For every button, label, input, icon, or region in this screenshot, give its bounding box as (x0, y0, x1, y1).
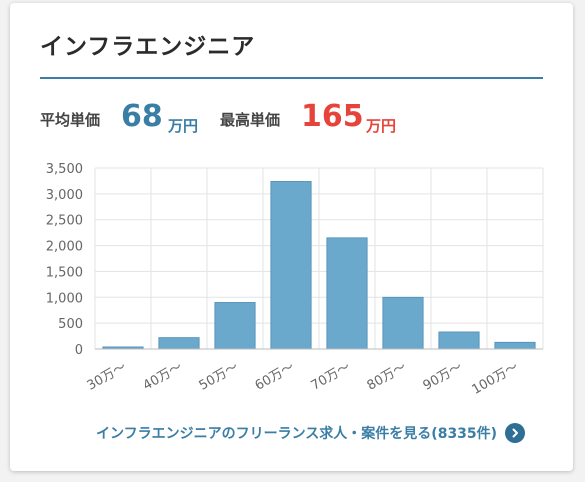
bar (382, 296, 424, 350)
bar (326, 237, 368, 350)
y-tick-label: 1,000 (46, 291, 83, 306)
max-price-unit: 万円 (366, 117, 397, 135)
y-tick-label: 1,500 (46, 265, 83, 280)
x-tick-label: 100万〜 (469, 359, 521, 397)
x-tick-label: 40万〜 (141, 359, 185, 393)
average-price-label: 平均単価 (40, 111, 101, 129)
price-distribution-chart: 0 500 1,000 1,500 2,000 2,500 3,000 3,500 30万〜 40… (46, 162, 544, 398)
x-tick-label: 90万〜 (421, 359, 465, 393)
y-tick-label: 3,500 (46, 162, 83, 177)
y-tick-label: 0 (75, 343, 83, 358)
y-tick-label: 3,000 (46, 188, 83, 203)
max-price-value: 165 (301, 99, 364, 134)
bar (438, 331, 480, 350)
x-tick-label: 80万〜 (365, 359, 409, 393)
x-tick-label: 70万〜 (309, 359, 353, 393)
job-listings-link[interactable]: インフラエンジニアのフリーランス求人・案件を見る(8335件) (96, 423, 526, 443)
chevron-right-icon[interactable] (505, 423, 526, 443)
title-divider (40, 77, 543, 79)
max-price-label: 最高単価 (220, 111, 281, 129)
y-tick-label: 2,000 (46, 240, 83, 255)
bar (158, 337, 200, 350)
x-tick-label: 50万〜 (197, 359, 241, 393)
y-tick-label: 2,500 (46, 214, 83, 229)
bar (494, 341, 536, 350)
y-tick-label: 500 (58, 317, 83, 332)
job-price-card: インフラエンジニア 平均単価 68 万円 最高単価 165 万円 0 500 1,0… (10, 3, 573, 471)
price-stats: 平均単価 68 万円 最高単価 165 万円 (40, 99, 543, 141)
x-tick-label: 60万〜 (253, 359, 297, 393)
average-price-value: 68 (121, 99, 163, 134)
bar (214, 302, 256, 350)
card-title: インフラエンジニア (40, 34, 256, 60)
average-price-unit: 万円 (168, 117, 199, 135)
bar (270, 181, 312, 350)
job-listings-link-label: インフラエンジニアのフリーランス求人・案件を見る(8335件) (96, 426, 498, 442)
x-tick-label: 30万〜 (85, 359, 129, 393)
